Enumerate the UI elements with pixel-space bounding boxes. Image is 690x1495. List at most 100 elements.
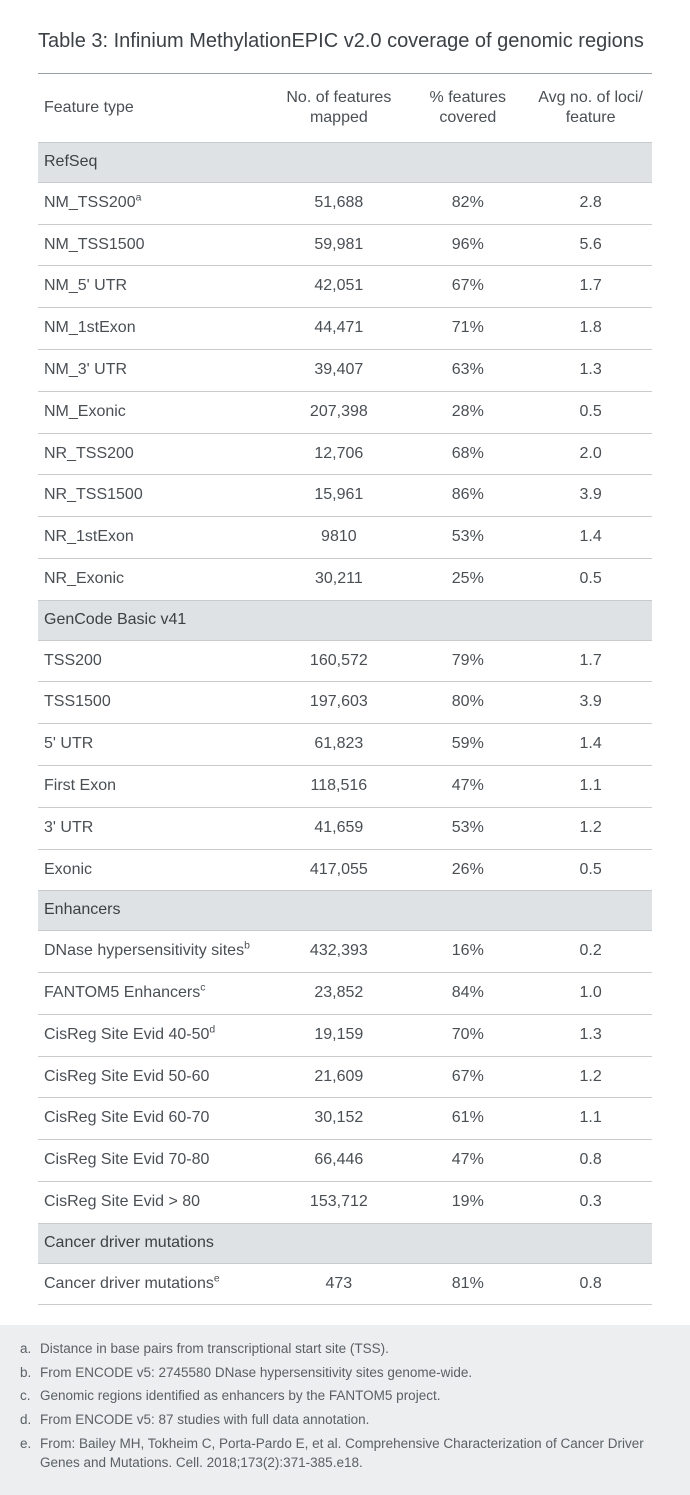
- cell-mapped: 160,572: [271, 640, 406, 682]
- section-row: RefSeq: [38, 143, 652, 183]
- cell-feature: TSS200: [38, 640, 271, 682]
- cell-covered: 71%: [406, 308, 529, 350]
- col-header-feature: Feature type: [38, 74, 271, 143]
- section-row: Enhancers: [38, 891, 652, 931]
- cell-feature: 3' UTR: [38, 807, 271, 849]
- cell-mapped: 432,393: [271, 931, 406, 973]
- cell-loci: 1.2: [529, 1056, 652, 1098]
- footnote-text: From ENCODE v5: 87 studies with full dat…: [40, 1412, 369, 1427]
- cell-loci: 0.8: [529, 1140, 652, 1182]
- cell-mapped: 417,055: [271, 849, 406, 891]
- table-row: Exonic417,05526%0.5: [38, 849, 652, 891]
- cell-loci: 0.3: [529, 1181, 652, 1223]
- cell-covered: 81%: [406, 1263, 529, 1305]
- footnote-letter: d.: [20, 1410, 31, 1430]
- cell-covered: 86%: [406, 475, 529, 517]
- cell-mapped: 118,516: [271, 765, 406, 807]
- table-row: NR_TSS150015,96186%3.9: [38, 475, 652, 517]
- footnote-item: e.From: Bailey MH, Tokheim C, Porta-Pard…: [20, 1434, 670, 1473]
- table-row: CisReg Site Evid 60-7030,15261%1.1: [38, 1098, 652, 1140]
- footnote-letter: e.: [20, 1434, 31, 1454]
- table-row: NM_TSS150059,98196%5.6: [38, 224, 652, 266]
- cell-feature: CisReg Site Evid > 80: [38, 1181, 271, 1223]
- cell-feature: NR_TSS200: [38, 433, 271, 475]
- cell-mapped: 153,712: [271, 1181, 406, 1223]
- table-row: NR_1stExon981053%1.4: [38, 517, 652, 559]
- cell-mapped: 59,981: [271, 224, 406, 266]
- cell-covered: 59%: [406, 724, 529, 766]
- table-row: FANTOM5 Enhancersc23,85284%1.0: [38, 972, 652, 1014]
- section-label: Cancer driver mutations: [38, 1223, 652, 1263]
- cell-feature: TSS1500: [38, 682, 271, 724]
- cell-loci: 1.7: [529, 640, 652, 682]
- cell-loci: 2.0: [529, 433, 652, 475]
- section-label: Enhancers: [38, 891, 652, 931]
- table-row: NM_Exonic207,39828%0.5: [38, 391, 652, 433]
- table-row: 3' UTR41,65953%1.2: [38, 807, 652, 849]
- cell-loci: 0.5: [529, 391, 652, 433]
- cell-mapped: 207,398: [271, 391, 406, 433]
- cell-mapped: 9810: [271, 517, 406, 559]
- footnote-letter: a.: [20, 1339, 31, 1359]
- footnote-text: Distance in base pairs from transcriptio…: [40, 1341, 389, 1356]
- cell-mapped: 23,852: [271, 972, 406, 1014]
- footnote-marker: e: [214, 1273, 220, 1284]
- cell-feature: NR_1stExon: [38, 517, 271, 559]
- footnote-item: a. Distance in base pairs from transcript…: [20, 1339, 670, 1359]
- cell-loci: 1.1: [529, 1098, 652, 1140]
- cell-loci: 0.5: [529, 558, 652, 600]
- cell-covered: 47%: [406, 1140, 529, 1182]
- footnote-marker: a: [136, 192, 142, 203]
- cell-feature: CisReg Site Evid 60-70: [38, 1098, 271, 1140]
- table-row: CisReg Site Evid > 80153,71219%0.3: [38, 1181, 652, 1223]
- table-row: Cancer driver mutationse47381%0.8: [38, 1263, 652, 1305]
- cell-mapped: 30,152: [271, 1098, 406, 1140]
- table-row: NM_TSS200a51,68882%2.8: [38, 182, 652, 224]
- cell-feature: CisReg Site Evid 40-50d: [38, 1014, 271, 1056]
- footnote-item: d. From ENCODE v5: 87 studies with full d…: [20, 1410, 670, 1430]
- cell-loci: 1.4: [529, 517, 652, 559]
- cell-feature: NR_TSS1500: [38, 475, 271, 517]
- table-row: CisReg Site Evid 70-8066,44647%0.8: [38, 1140, 652, 1182]
- cell-mapped: 15,961: [271, 475, 406, 517]
- section-label: GenCode Basic v41: [38, 600, 652, 640]
- footnote-marker: c: [200, 983, 205, 994]
- footnote-marker: d: [209, 1024, 215, 1035]
- table-title: Table 3: Infinium MethylationEPIC v2.0 c…: [38, 28, 652, 55]
- cell-covered: 16%: [406, 931, 529, 973]
- cell-covered: 19%: [406, 1181, 529, 1223]
- cell-feature: 5' UTR: [38, 724, 271, 766]
- cell-loci: 1.8: [529, 308, 652, 350]
- cell-covered: 79%: [406, 640, 529, 682]
- cell-feature: NM_TSS1500: [38, 224, 271, 266]
- footnote-letter: c.: [20, 1386, 31, 1406]
- section-row: Cancer driver mutations: [38, 1223, 652, 1263]
- cell-feature: NM_3' UTR: [38, 349, 271, 391]
- table-row: CisReg Site Evid 50-6021,60967%1.2: [38, 1056, 652, 1098]
- table-row: NR_Exonic30,21125%0.5: [38, 558, 652, 600]
- table-row: TSS200160,57279%1.7: [38, 640, 652, 682]
- cell-covered: 84%: [406, 972, 529, 1014]
- cell-loci: 1.3: [529, 349, 652, 391]
- cell-covered: 68%: [406, 433, 529, 475]
- cell-mapped: 12,706: [271, 433, 406, 475]
- table-header-row: Feature type No. of features mapped % fe…: [38, 74, 652, 143]
- table-row: 5' UTR61,82359%1.4: [38, 724, 652, 766]
- cell-feature: CisReg Site Evid 70-80: [38, 1140, 271, 1182]
- cell-feature: NM_5' UTR: [38, 266, 271, 308]
- cell-feature: DNase hypersensitivity sitesb: [38, 931, 271, 973]
- cell-loci: 1.2: [529, 807, 652, 849]
- table-row: First Exon118,51647%1.1: [38, 765, 652, 807]
- table-row: TSS1500197,60380%3.9: [38, 682, 652, 724]
- table-container: Table 3: Infinium MethylationEPIC v2.0 c…: [0, 0, 690, 1325]
- cell-mapped: 51,688: [271, 182, 406, 224]
- cell-covered: 47%: [406, 765, 529, 807]
- cell-mapped: 44,471: [271, 308, 406, 350]
- section-label: RefSeq: [38, 143, 652, 183]
- cell-mapped: 42,051: [271, 266, 406, 308]
- footnote-letter: b.: [20, 1363, 31, 1383]
- footnotes-panel: a. Distance in base pairs from transcript…: [0, 1325, 690, 1494]
- cell-covered: 53%: [406, 517, 529, 559]
- col-header-loci: Avg no. of loci/ feature: [529, 74, 652, 143]
- cell-covered: 67%: [406, 266, 529, 308]
